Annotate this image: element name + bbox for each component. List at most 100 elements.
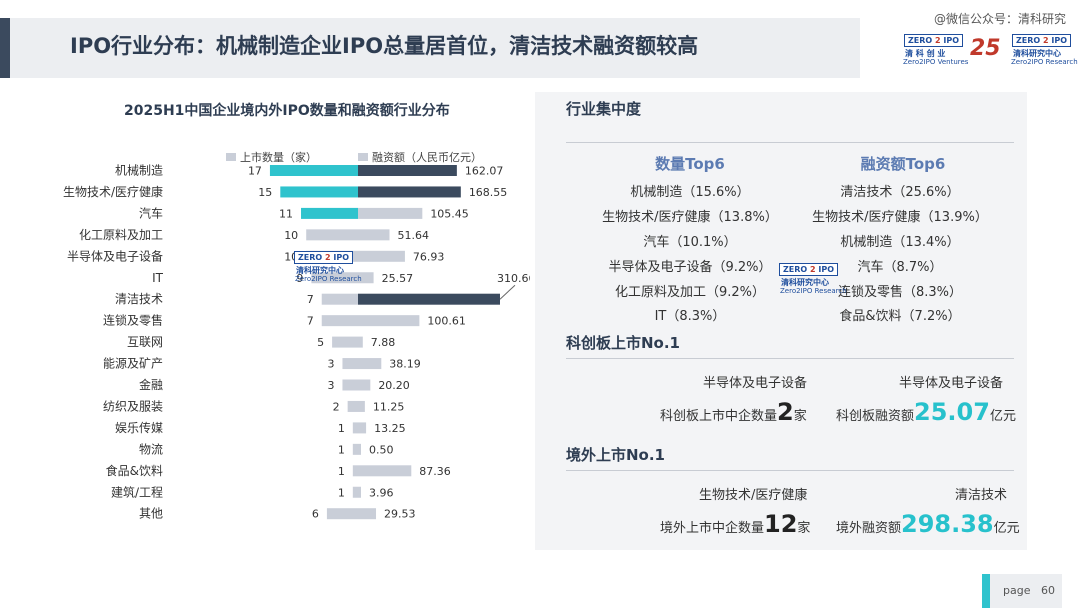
- amount-value-label: 3.96: [369, 486, 394, 499]
- count-bar: [306, 229, 358, 241]
- star-count-stat: 科创板上市中企数量2家: [660, 398, 807, 426]
- count-value-label: 2: [333, 400, 340, 413]
- amount-bar: [358, 272, 374, 284]
- count-bar: [321, 315, 358, 327]
- overseas-amount-industry: 清洁技术: [955, 488, 1008, 503]
- overseas-heading: 境外上市No.1: [566, 446, 665, 464]
- value-callout-line: [499, 284, 516, 300]
- overseas-count-industry: 生物技术/医疗健康: [699, 488, 808, 503]
- category-label: IT: [152, 271, 164, 285]
- count-bar: [352, 486, 358, 498]
- count-bar: [326, 508, 358, 520]
- category-label: 食品&饮料: [106, 463, 163, 478]
- amount-value-label: 38.19: [389, 358, 421, 371]
- count-top6-item: 生物技术/医疗健康（13.8%）: [602, 210, 778, 225]
- amount-bar: [358, 400, 365, 412]
- logo-research-box: ZERO 2 IPO: [1012, 34, 1072, 47]
- category-label: 纺织及服装: [103, 399, 163, 413]
- amount-bar: [358, 165, 457, 176]
- count-value-label: 1: [338, 465, 345, 478]
- count-top6-item: IT（8.3%）: [654, 309, 726, 324]
- legend-amount-label: 融资额（人民币亿元）: [372, 151, 482, 164]
- amount-bar: [358, 315, 420, 327]
- amount-value-label: 51.64: [398, 229, 430, 242]
- amount-value-label: 105.45: [430, 207, 469, 220]
- amount-value-label: 76.93: [413, 250, 445, 263]
- page-band: [990, 574, 1062, 608]
- star-count-prefix: 科创板上市中企数量: [660, 409, 778, 424]
- amount-bar: [358, 486, 361, 498]
- count-bar: [352, 443, 358, 455]
- category-label: 机械制造: [115, 163, 163, 178]
- count-value-label: 1: [338, 443, 345, 456]
- concentration-rule: [566, 142, 1014, 143]
- amount-bar: [358, 250, 405, 262]
- count-bar: [321, 293, 358, 305]
- legend-count-swatch: [226, 153, 236, 161]
- chart-logo-box: ZERO 2 IPO: [294, 251, 354, 264]
- amount-bar: [358, 207, 423, 219]
- amount-value-label: 87.36: [419, 465, 451, 478]
- count-bar: [269, 165, 358, 176]
- chart-logo-cn: 清科研究中心: [296, 266, 344, 275]
- count-top6-title: 数量Top6: [655, 155, 725, 173]
- amount-bar: [358, 508, 377, 520]
- amount-value-label: 25.57: [382, 272, 414, 285]
- count-top6-item: 化工原料及加工（9.2%）: [614, 285, 766, 300]
- count-value-label: 11: [279, 207, 293, 220]
- title-band: [10, 18, 860, 78]
- count-bar: [342, 358, 358, 370]
- logo-research-cn: 清科研究中心: [1013, 49, 1061, 58]
- logo-research-en: Zero2IPO Research: [1011, 58, 1078, 66]
- category-label: 汽车: [139, 205, 163, 220]
- amount-bar: [358, 465, 412, 477]
- legend-amount: 融资额（人民币亿元）: [358, 149, 482, 165]
- amount-value-label: 310.66: [497, 272, 530, 285]
- anniversary-25-logo: 25: [970, 36, 1001, 61]
- count-top6-item: 汽车（10.1%）: [643, 235, 737, 250]
- chart-logo-en: Zero2IPO Research: [295, 275, 362, 283]
- overseas-amount-prefix: 境外融资额: [836, 521, 902, 536]
- count-value-label: 3: [327, 379, 334, 392]
- category-label: 化工原料及加工: [79, 228, 163, 242]
- panel-logo-en: Zero2IPO Research: [780, 287, 847, 295]
- amount-bar: [358, 358, 382, 370]
- summary-panel: [535, 92, 1027, 550]
- panel-logo-cn: 清科研究中心: [781, 278, 829, 287]
- overseas-amount-suffix: 亿元: [993, 521, 1020, 536]
- category-label: 金融: [139, 377, 163, 392]
- amount-value-label: 13.25: [374, 422, 406, 435]
- amount-value-label: 168.55: [469, 186, 508, 199]
- logo-ventures-cn: 清 科 创 业: [905, 49, 946, 58]
- overseas-count-suffix: 家: [797, 521, 811, 536]
- count-value-label: 9: [296, 272, 303, 285]
- count-bar: [342, 379, 358, 391]
- overseas-amount-value: 298.38: [901, 510, 994, 538]
- count-value-label: 6: [312, 508, 319, 521]
- category-label: 清洁技术: [115, 292, 163, 306]
- amount-bar: [358, 379, 371, 391]
- category-label: 生物技术/医疗健康: [63, 184, 163, 199]
- title-accent-bar: [0, 18, 10, 78]
- count-value-label: 5: [317, 336, 324, 349]
- page-accent-bar: [982, 574, 990, 608]
- page-title: IPO行业分布：机械制造企业IPO总量居首位，清洁技术融资额较高: [70, 34, 699, 58]
- watermark: @微信公众号：清科研究: [933, 12, 1066, 26]
- amount-value-label: 11.25: [373, 400, 405, 413]
- count-bar: [311, 272, 358, 284]
- amount-value-label: 29.53: [384, 508, 416, 521]
- logo-zero-ipo-box: ZERO 2 IPO: [904, 34, 964, 47]
- star-amount-industry: 半导体及电子设备: [899, 376, 1004, 391]
- amount-value-label: 7.88: [371, 336, 396, 349]
- amount-top6-item: 汽车（8.7%）: [857, 260, 943, 275]
- count-value-label: 3: [327, 358, 334, 371]
- overseas-rule: [566, 470, 1014, 471]
- chart-title: 2025H1中国企业境内外IPO数量和融资额行业分布: [124, 103, 450, 119]
- amount-top6-item: 机械制造（13.4%）: [840, 235, 960, 250]
- count-value-label: 15: [258, 186, 272, 199]
- amount-top6-item: 食品&饮料（7.2%）: [839, 309, 961, 324]
- count-value-label: 17: [248, 165, 262, 178]
- overseas-count-value: 12: [764, 510, 798, 538]
- amount-top6-title: 融资额Top6: [860, 155, 946, 173]
